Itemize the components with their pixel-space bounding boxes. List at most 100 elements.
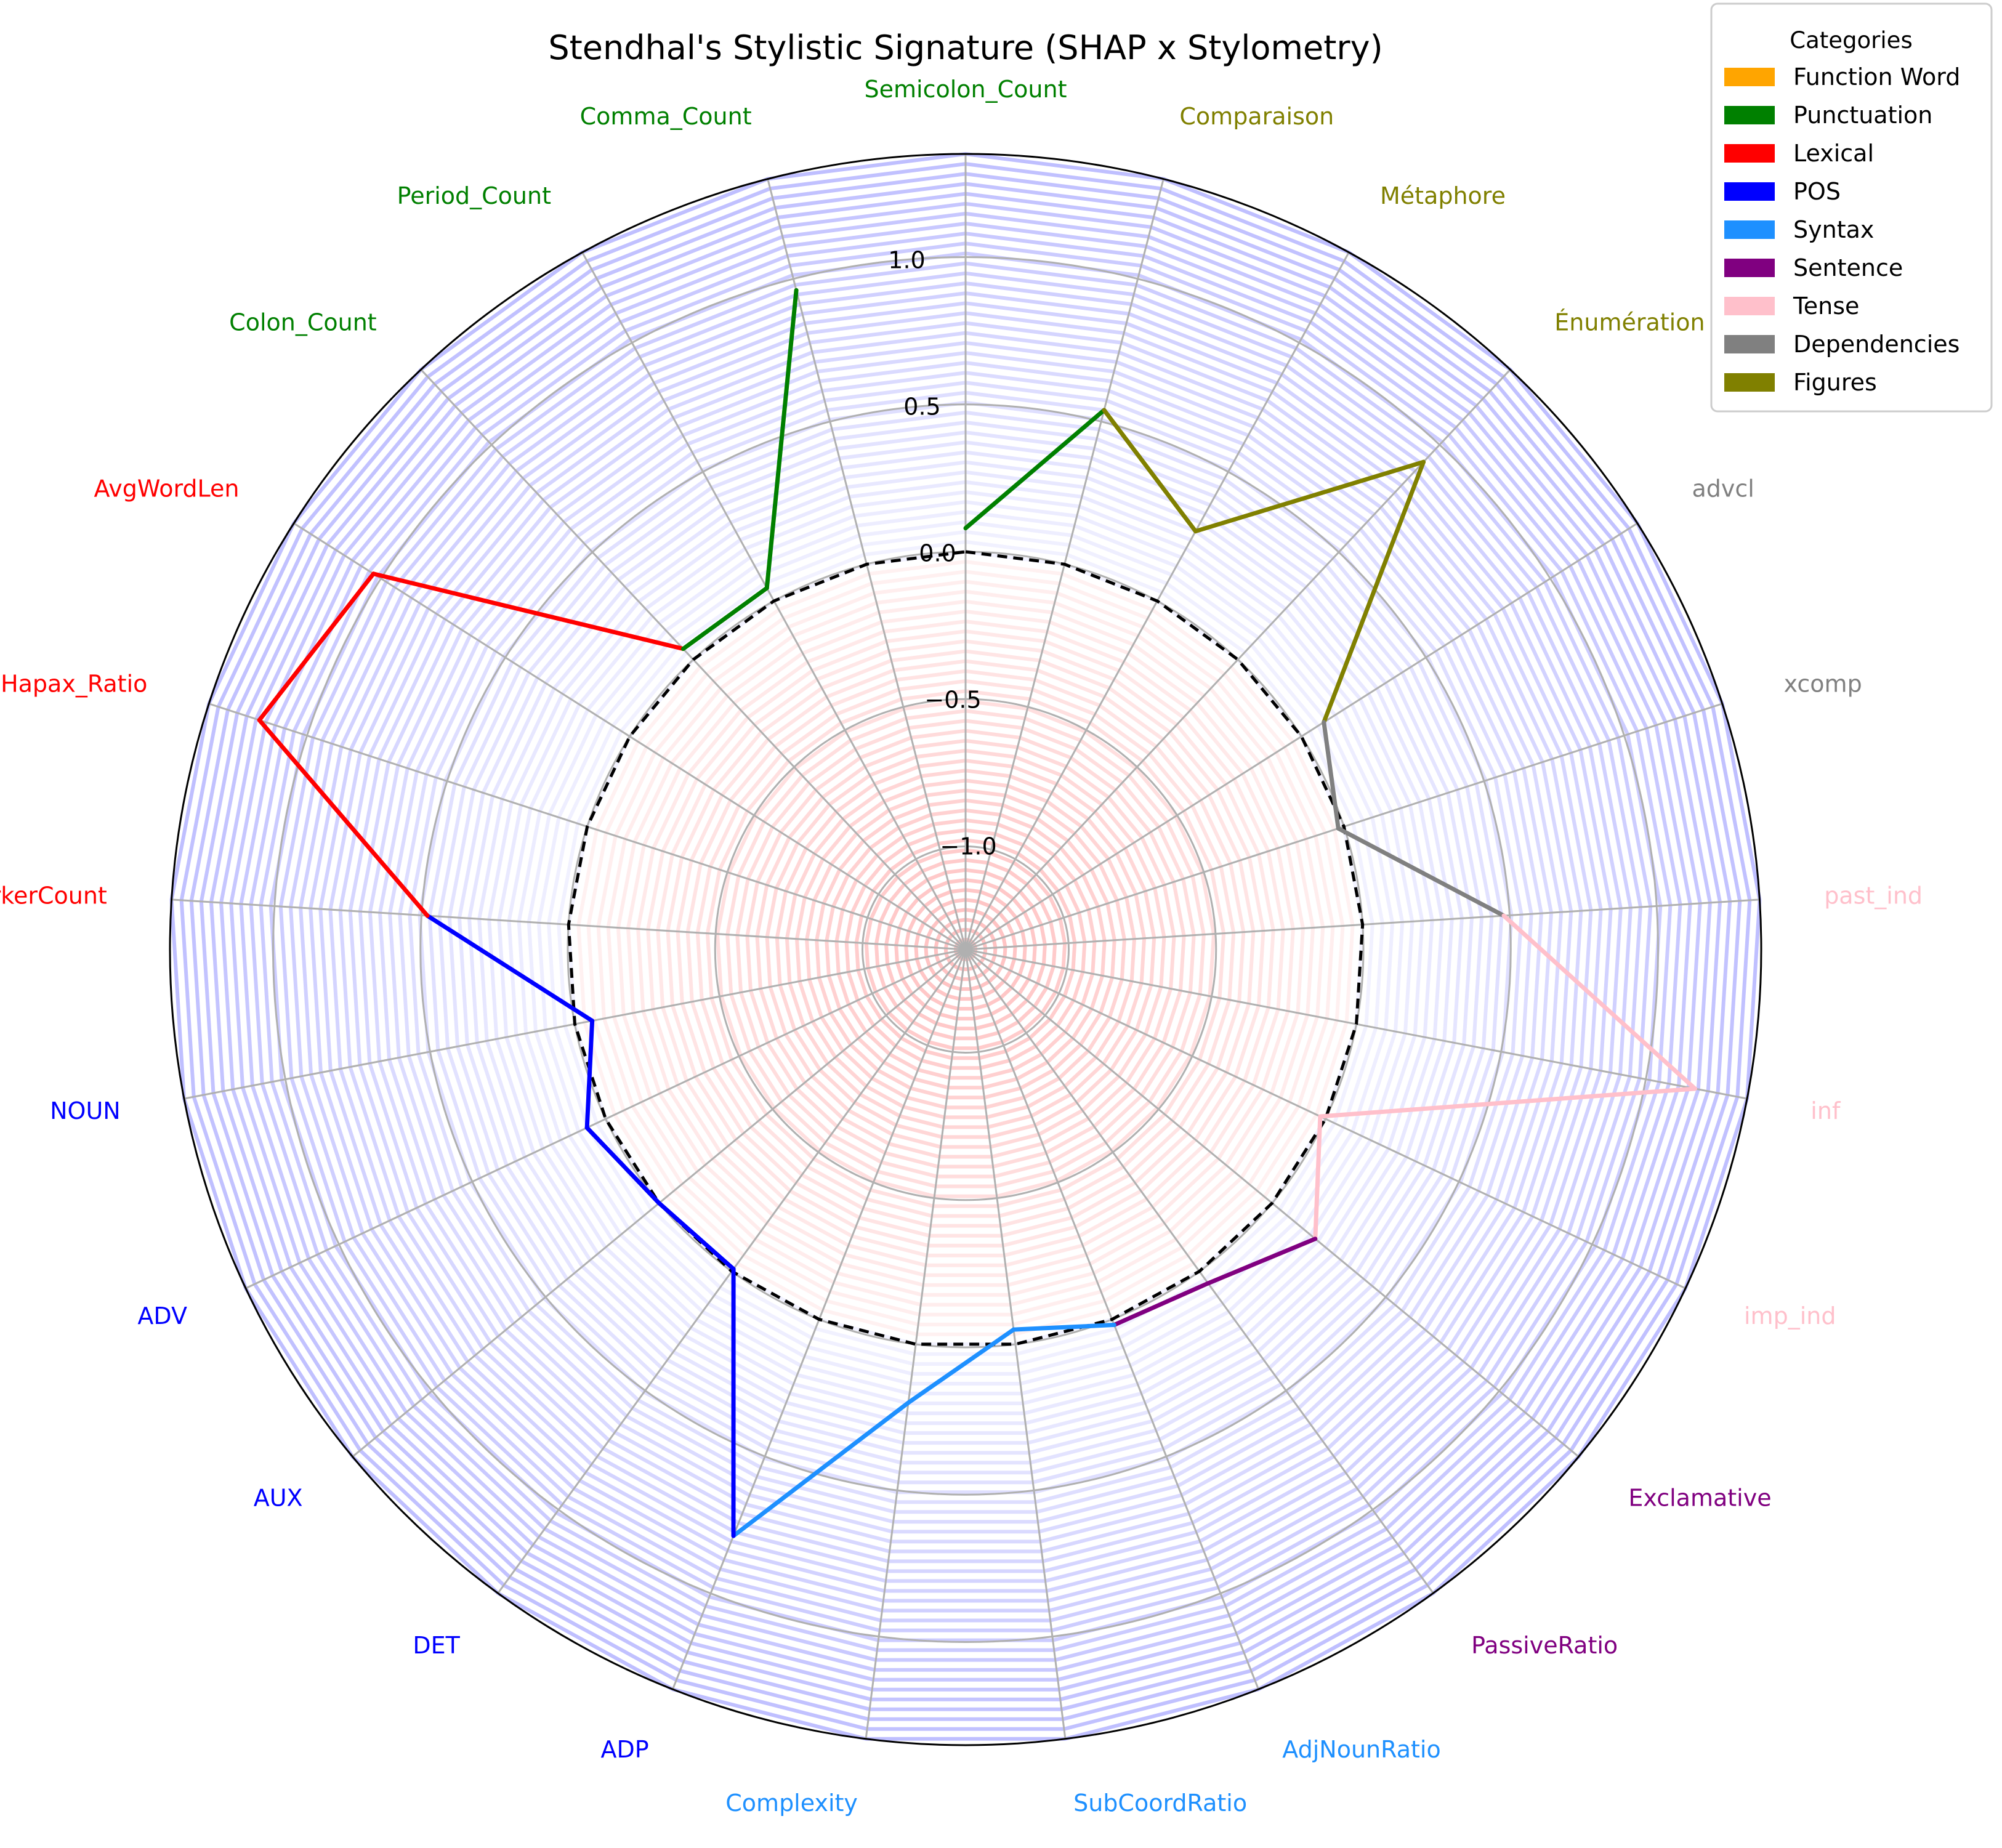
axis-label-Hapax_Ratio: Hapax_Ratio: [1, 670, 147, 697]
background-ring: [894, 878, 1037, 1021]
axis-label-Colon_Count: Colon_Count: [229, 309, 377, 336]
background-ring: [596, 579, 1335, 1317]
legend-swatch: [1724, 259, 1775, 277]
background-ring: [884, 868, 1047, 1031]
background-ring: [497, 480, 1434, 1416]
radial-tick-label: −0.5: [924, 687, 981, 714]
background-ring: [924, 908, 1007, 991]
axis-label-AdjNounRatio: AdjNounRatio: [1282, 1736, 1440, 1763]
background-ring: [854, 838, 1077, 1060]
axis-label-Comma_Count: Comma_Count: [580, 103, 752, 130]
background-ring: [676, 659, 1256, 1238]
background-ring: [705, 689, 1226, 1208]
axis-label-Period_Count: Period_Count: [397, 182, 551, 209]
background-ring: [844, 828, 1087, 1070]
background-ring: [457, 440, 1474, 1455]
radar-background-fill: [169, 151, 1762, 1741]
radar-grid: [169, 153, 1762, 1746]
radial-tick-labels: −1.0 −0.5 0.0 0.5 1.0: [888, 247, 996, 860]
background-ring: [408, 390, 1524, 1504]
legend-swatch: [1724, 220, 1775, 239]
legend-swatch: [1724, 182, 1775, 201]
background-ring: [229, 211, 1702, 1682]
background-ring: [775, 759, 1156, 1139]
legend-label: Dependencies: [1793, 331, 1960, 358]
background-ring: [735, 719, 1196, 1179]
background-ring: [606, 589, 1325, 1307]
background-ring: [437, 420, 1494, 1475]
radial-grid-circle: [714, 698, 1217, 1201]
legend-label: Sentence: [1793, 254, 1903, 281]
legend-swatch: [1724, 297, 1775, 315]
background-ring: [805, 788, 1126, 1110]
legend-swatch: [1724, 106, 1775, 124]
legend-swatch: [1724, 373, 1775, 392]
radial-tick-label: 0.5: [903, 393, 940, 421]
background-ring: [567, 549, 1365, 1346]
background-ring: [616, 599, 1315, 1297]
background-ring: [656, 639, 1275, 1257]
background-ring: [209, 192, 1722, 1701]
background-ring: [338, 321, 1593, 1573]
axis-label-NOUN: NOUN: [50, 1097, 121, 1124]
series-segment-MarkerCount: [257, 717, 430, 918]
background-ring: [249, 232, 1682, 1662]
background-ring: [785, 769, 1147, 1129]
background-ring: [576, 560, 1355, 1336]
background-ring: [358, 341, 1573, 1554]
legend-title: Categories: [1790, 27, 1912, 54]
axis-label-DET: DET: [413, 1632, 460, 1659]
legend: Categories Function Word Punctuation Lexic…: [1710, 2, 1993, 413]
background-ring: [715, 699, 1216, 1198]
series-segment-Semicolon_Count: [963, 408, 1107, 531]
background-ring: [586, 570, 1345, 1326]
legend-swatch: [1724, 144, 1775, 163]
background-ring: [745, 728, 1186, 1169]
background-ring: [348, 331, 1583, 1564]
background-ring: [169, 151, 1762, 1741]
legend-label: Syntax: [1793, 216, 1874, 243]
series-segment-imp_ind: [1313, 1114, 1323, 1241]
radial-grid-circle: [862, 845, 1070, 1054]
axis-label-past_ind: past_ind: [1824, 882, 1923, 909]
series-segment-Métaphore: [1193, 459, 1426, 534]
background-ring: [914, 898, 1017, 1001]
background-ring: [695, 679, 1236, 1218]
background-ring: [447, 430, 1484, 1465]
axis-label-Exclamative: Exclamative: [1628, 1485, 1771, 1512]
background-ring: [288, 271, 1643, 1623]
radial-tick-label: 0.0: [919, 540, 956, 567]
background-ring: [219, 201, 1712, 1692]
series-segment-SubCoordRatio: [906, 1327, 1016, 1405]
background-ring: [388, 371, 1543, 1524]
background-ring: [318, 301, 1613, 1593]
axis-label-inf: inf: [1810, 1097, 1841, 1124]
background-ring: [427, 410, 1504, 1485]
background-ring: [368, 350, 1564, 1544]
radial-tick-label: −1.0: [940, 833, 996, 860]
background-ring: [527, 510, 1405, 1386]
background-ring: [765, 748, 1166, 1149]
series-segment-Énumération: [1322, 459, 1426, 725]
axis-label-advcl: advcl: [1692, 475, 1754, 502]
background-ring: [398, 381, 1533, 1514]
background-ring: [794, 778, 1137, 1120]
background-ring: [328, 311, 1603, 1583]
background-ring: [507, 490, 1424, 1405]
series-segment-DET: [656, 1201, 736, 1272]
axis-label-imp_ind: imp_ind: [1744, 1302, 1836, 1330]
series-segment-Exclamative: [1206, 1237, 1318, 1286]
axis-labels: Semicolon_Count Comparaison Métaphore Énumé…: [0, 76, 1923, 1817]
series-segment-AUX: [584, 1125, 661, 1206]
axis-label-MarkerCount: MarkerCount: [0, 882, 107, 909]
shap-series: [257, 288, 1698, 1538]
legend-label: Function Word: [1793, 63, 1960, 91]
series-segment-Comparaison: [1102, 408, 1198, 534]
background-ring: [626, 609, 1306, 1287]
legend-label: Lexical: [1793, 140, 1874, 167]
outer-frame-circle: [169, 153, 1762, 1746]
background-ring: [934, 918, 998, 982]
series-segment-Hapax_Ratio: [257, 571, 376, 722]
series-segment-Complexity: [731, 1400, 911, 1538]
background-ring: [517, 500, 1415, 1395]
